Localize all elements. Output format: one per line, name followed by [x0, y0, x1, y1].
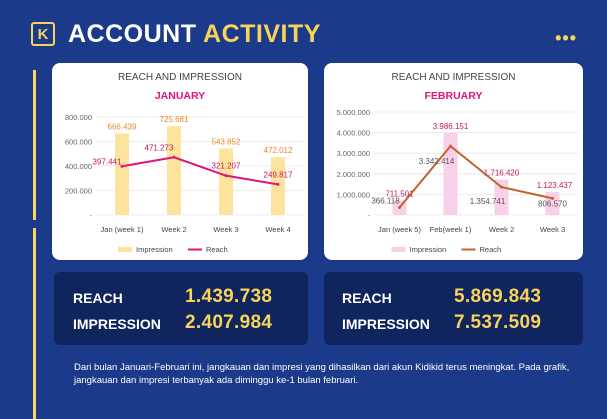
- brand-logo-icon: K: [31, 22, 55, 46]
- y-tick-label: 3.000.000: [337, 149, 370, 158]
- y-tick-label: 400.000: [65, 162, 92, 171]
- reach-point: [500, 185, 503, 189]
- y-tick-label: 800.000: [65, 113, 92, 122]
- title-part-account: ACCOUNT: [68, 20, 197, 48]
- chart-title: REACH AND IMPRESSION: [118, 72, 242, 83]
- y-tick-label: -: [90, 211, 93, 220]
- february-stats-box: REACH 5.869.843 IMPRESSION 7.537.509: [324, 272, 583, 345]
- jan-reach-value: 1.439.738: [185, 286, 273, 307]
- feb-impression-label: IMPRESSION: [342, 316, 430, 332]
- chart-subtitle: JANUARY: [155, 90, 205, 102]
- january-stats-box: REACH 1.439.738 IMPRESSION 2.407.984: [54, 272, 308, 345]
- reach-data-label: 806.570: [538, 199, 567, 208]
- y-tick-label: 2.000.000: [337, 170, 370, 179]
- reach-data-label: 249.817: [264, 170, 293, 179]
- impression-data-label: 3.986.151: [433, 122, 469, 131]
- impression-bar: [443, 132, 458, 215]
- reach-point: [398, 205, 401, 209]
- x-tick-label: Week 2: [489, 225, 514, 234]
- february-chart-card: REACH AND IMPRESSION FEBRUARY - 1.000.000 2.…: [324, 63, 583, 260]
- y-tick-label: -: [368, 211, 371, 220]
- feb-reach-value: 5.869.843: [454, 286, 542, 307]
- chart-subtitle: FEBRUARY: [425, 90, 483, 102]
- reach-point: [120, 164, 124, 168]
- feb-reach-label: REACH: [342, 290, 392, 306]
- x-tick-label: Week 4: [265, 225, 290, 234]
- impression-bar: [115, 133, 129, 215]
- impression-bar: [271, 157, 285, 215]
- reach-data-label: 397.441: [93, 157, 122, 166]
- reach-data-label: 366.118: [371, 196, 400, 205]
- feb-impression-value: 7.537.509: [454, 312, 542, 333]
- title-part-activity: ACTIVITY: [203, 20, 321, 48]
- legend-impression-label: Impression: [136, 245, 173, 254]
- summary-text: Dari bulan Januari-Februari ini, jangkau…: [74, 362, 570, 386]
- jan-impression-label: IMPRESSION: [73, 316, 161, 332]
- reach-data-label: 471.273: [145, 143, 174, 152]
- jan-impression-value: 2.407.984: [185, 312, 273, 333]
- impression-bar: [167, 126, 181, 215]
- page-title: ACCOUNT ACTIVITY: [68, 20, 321, 49]
- reach-line: [121, 156, 279, 186]
- reach-point: [276, 182, 280, 186]
- x-tick-label: Week 3: [213, 225, 238, 234]
- legend-impression-swatch: [391, 247, 406, 252]
- x-tick-label: Feb(week 1): [430, 225, 472, 234]
- impression-data-label: 711.501: [385, 189, 414, 198]
- impression-data-label: 725.681: [160, 115, 189, 124]
- impression-data-label: 472.012: [264, 146, 293, 155]
- logo-letter: K: [37, 25, 49, 43]
- x-tick-label: Week 2: [161, 225, 186, 234]
- reach-data-label: 321.207: [212, 162, 241, 171]
- legend-impression-label: Impression: [410, 245, 447, 254]
- impression-data-label: 1.123.437: [537, 181, 573, 190]
- x-tick-label: Jan (week 5): [378, 225, 421, 234]
- reach-data-label: 3.342.414: [419, 157, 455, 166]
- impression-data-label: 543.852: [212, 137, 241, 146]
- february-chart: REACH AND IMPRESSION FEBRUARY - 1.000.000 2.…: [337, 72, 578, 254]
- x-tick-label: Jan (week 1): [101, 225, 144, 234]
- reach-data-label: 1.354.741: [470, 197, 506, 206]
- legend-impression-swatch: [118, 247, 132, 252]
- impression-data-label: 1.716.420: [484, 169, 520, 178]
- legend-reach-label: Reach: [206, 245, 228, 254]
- reach-point: [224, 174, 228, 178]
- impression-bar: [219, 148, 233, 215]
- y-tick-label: 200.000: [65, 187, 92, 196]
- january-chart: REACH AND IMPRESSION JANUARY - 200.000 400.0…: [65, 72, 304, 254]
- y-tick-label: 5.000.000: [337, 108, 370, 117]
- jan-reach-label: REACH: [73, 290, 123, 306]
- y-tick-label: 4.000.000: [337, 129, 370, 138]
- impression-data-label: 666.439: [108, 122, 137, 131]
- reach-point: [449, 144, 452, 148]
- reach-line: [398, 144, 553, 209]
- left-decor-line-lower: [33, 228, 36, 419]
- legend-reach-label: Reach: [480, 245, 502, 254]
- reach-point: [172, 155, 176, 159]
- january-chart-card: REACH AND IMPRESSION JANUARY - 200.000 400.0…: [52, 63, 308, 260]
- chart-title: REACH AND IMPRESSION: [392, 72, 516, 83]
- reach-point: [551, 196, 554, 200]
- y-tick-label: 600.000: [65, 138, 92, 147]
- left-decor-line: [33, 70, 36, 220]
- x-tick-label: Week 3: [540, 225, 565, 234]
- more-dots-icon[interactable]: •••: [555, 28, 577, 48]
- y-tick-label: 1.000.000: [337, 190, 370, 199]
